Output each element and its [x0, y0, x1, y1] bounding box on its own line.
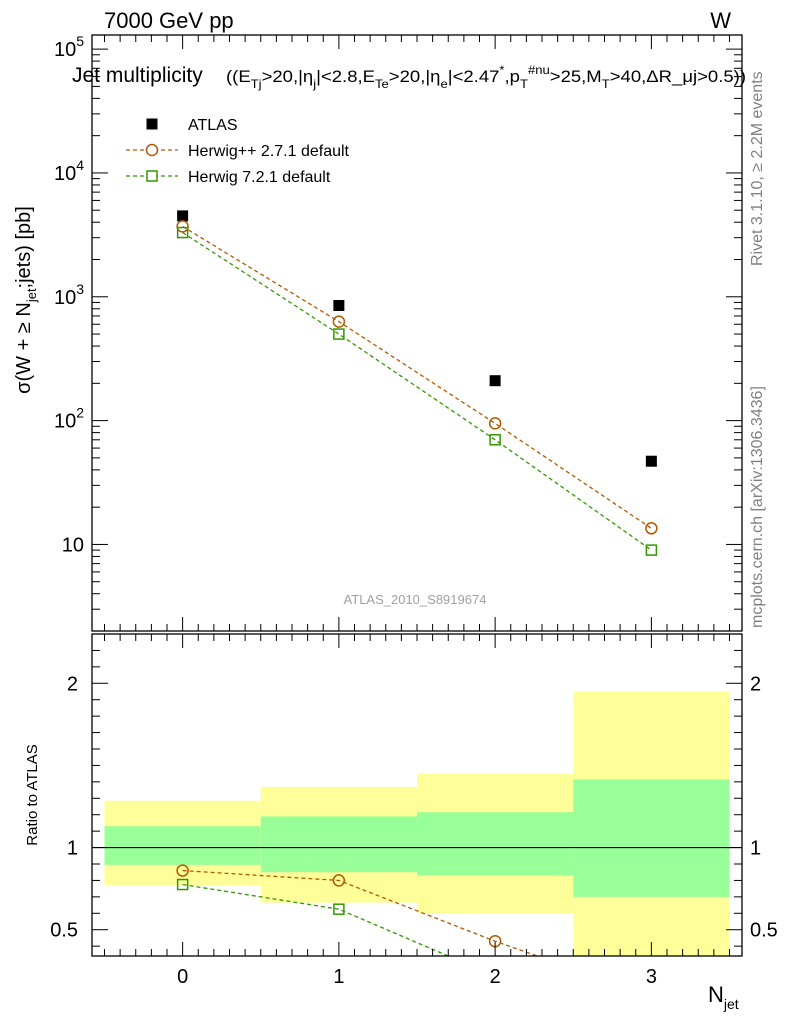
ratio-series [176, 864, 538, 956]
ratio-line [182, 883, 449, 956]
x-tick-label: 2 [490, 966, 501, 988]
ratio-band-inner [417, 812, 574, 876]
y-tick-label: 105 [54, 33, 84, 61]
plot-title: Jet multiplicity [72, 64, 203, 87]
y-tick-label: 102 [54, 405, 84, 433]
mc-point [176, 220, 189, 233]
process-label: W [710, 8, 731, 33]
mc-point [332, 315, 346, 328]
analysis-id: ATLAS_2010_S8919674 [344, 592, 487, 607]
plot-title-cuts: ((E Tj>20,|η j|<2.8,E Te>20,|η e|<2.47 *,pT#n… [226, 63, 746, 91]
legend-marker-atlas [146, 118, 158, 130]
x-tick-label: 1 [333, 966, 344, 988]
mc-point [333, 328, 345, 340]
legend-marker [145, 143, 159, 157]
ratio-y-tick-label-right: 1 [750, 838, 761, 860]
ratio-line [182, 869, 538, 956]
legend: ATLAS Herwig++ 2.7.1 default Herwig 7.2.1 … [126, 117, 350, 186]
x-axis-label: Njet [708, 982, 739, 1012]
mc-point [489, 434, 501, 446]
axes: 0 1 2 3 10 102 103 104 105 0.5 0.5 1 1 2 2 [50, 33, 778, 988]
x-tick-label: 3 [646, 966, 657, 988]
ratio-y-axis-label: Ratio to ATLAS [24, 744, 41, 845]
legend-label: Herwig++ 2.7.1 default [188, 143, 350, 160]
main-series [176, 210, 658, 556]
ratio-y-tick-label-right: 0.5 [750, 920, 778, 942]
x-tick-label: 0 [177, 966, 188, 988]
mc-point [645, 544, 658, 556]
legend-marker [146, 170, 158, 182]
y-tick-label: 103 [54, 281, 84, 309]
ratio-marker [176, 864, 189, 877]
ratio-marker [332, 874, 346, 887]
ratio-band-inner [260, 816, 417, 873]
mc-point [176, 226, 189, 239]
ratio-y-tick-label: 0.5 [50, 920, 78, 942]
data-point [645, 455, 657, 467]
ratio-band-inner [104, 826, 261, 865]
mcplots-label: mcplots.cern.ch [arXiv:1306.3436] [749, 386, 766, 628]
ratio-y-tick-label: 1 [67, 838, 78, 860]
ratio-bands [104, 691, 730, 956]
ratio-band-inner [573, 779, 730, 897]
ratio-marker [176, 878, 189, 891]
rivet-label: Rivet 3.1.10, ≥ 2.2M events [749, 71, 766, 266]
data-point [177, 210, 189, 222]
y-tick-label: 104 [54, 157, 84, 185]
ratio-marker [333, 903, 345, 915]
series-line [182, 225, 652, 529]
ratio-y-tick-label: 2 [67, 673, 78, 695]
ratio-y-tick-label-right: 2 [750, 673, 761, 695]
mc-point [488, 417, 502, 430]
data-point [333, 300, 345, 312]
mc-point [645, 522, 658, 535]
data-point [489, 375, 501, 387]
y-tick-label: 10 [62, 534, 84, 556]
energy-label: 7000 GeV pp [104, 8, 234, 33]
main-y-axis-label: σ(W + ≥ Njet;jets) [pb] [13, 206, 39, 394]
legend-label: Herwig 7.2.1 default [188, 169, 331, 186]
legend-label: ATLAS [188, 117, 238, 134]
series-line [182, 232, 652, 551]
